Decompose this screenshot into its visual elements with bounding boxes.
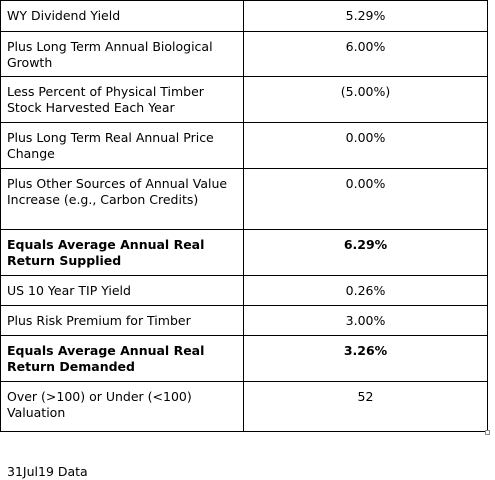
row-label: Over (>100) or Under (<100) Valuation	[0, 381, 244, 432]
valuation-table: WY Dividend Yield 5.29% Plus Long Term An…	[0, 0, 488, 432]
resize-handle[interactable]	[485, 430, 490, 435]
table-row: Less Percent of Physical Timber Stock Ha…	[0, 76, 488, 123]
table-row: US 10 Year TIP Yield 0.26%	[0, 275, 488, 306]
row-label: Plus Risk Premium for Timber	[0, 305, 244, 336]
row-label: Plus Long Term Annual Biological Growth	[0, 31, 244, 77]
row-label: Equals Average Annual Real Return Demand…	[0, 335, 244, 382]
row-value: 5.29%	[243, 0, 488, 32]
row-label: Less Percent of Physical Timber Stock Ha…	[0, 76, 244, 123]
row-label: Plus Long Term Real Annual Price Change	[0, 122, 244, 169]
row-label: Plus Other Sources of Annual Value Incre…	[0, 168, 244, 230]
row-label: US 10 Year TIP Yield	[0, 275, 244, 306]
row-value: 6.29%	[243, 229, 488, 276]
row-value: 52	[243, 381, 488, 432]
footer-note: 31Jul19 Data	[7, 464, 88, 479]
row-value: 0.00%	[243, 122, 488, 169]
table-row: Plus Long Term Real Annual Price Change 0…	[0, 122, 488, 169]
row-label: Equals Average Annual Real Return Suppli…	[0, 229, 244, 276]
table-row: Over (>100) or Under (<100) Valuation 52	[0, 381, 488, 432]
table-row: WY Dividend Yield 5.29%	[0, 0, 488, 32]
row-label: WY Dividend Yield	[0, 0, 244, 32]
row-value: (5.00%)	[243, 76, 488, 123]
row-value: 3.00%	[243, 305, 488, 336]
table-row: Plus Long Term Annual Biological Growth 6…	[0, 31, 488, 77]
table-row: Equals Average Annual Real Return Suppli…	[0, 229, 488, 276]
row-value: 0.26%	[243, 275, 488, 306]
row-value: 0.00%	[243, 168, 488, 230]
table-row: Equals Average Annual Real Return Demand…	[0, 335, 488, 382]
table-row: Plus Other Sources of Annual Value Incre…	[0, 168, 488, 230]
row-value: 3.26%	[243, 335, 488, 382]
row-value: 6.00%	[243, 31, 488, 77]
table-row: Plus Risk Premium for Timber 3.00%	[0, 305, 488, 336]
